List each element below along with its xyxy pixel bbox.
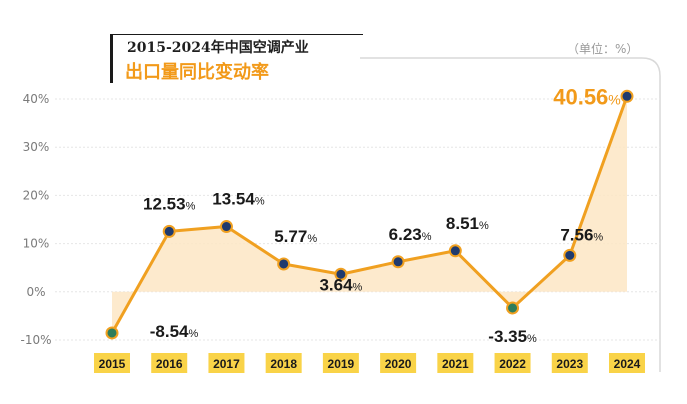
data-point: [448, 244, 462, 258]
data-label: 40.56%: [553, 84, 621, 109]
year-badge: [208, 353, 245, 373]
year-badge: [494, 353, 531, 373]
data-label: 5.77%: [274, 227, 317, 246]
y-tick-label: 40%: [23, 92, 50, 106]
chart-frame: [360, 57, 661, 372]
data-point: [620, 89, 634, 103]
data-point: [391, 255, 405, 269]
x-tick-label: 2016: [156, 357, 183, 371]
year-badge: [551, 353, 588, 373]
x-tick-label: 2022: [499, 357, 526, 371]
data-point: [105, 326, 119, 340]
year-badge: [94, 353, 130, 373]
y-tick-label: 0%: [26, 285, 45, 299]
year-badge: [265, 353, 302, 373]
data-label: 12.53%: [143, 194, 196, 213]
x-tick-label: 2017: [213, 357, 240, 371]
unit-label: （单位：%）: [567, 42, 639, 56]
year-badge: [322, 353, 359, 373]
area-fill: [112, 96, 627, 333]
data-label: 3.64%: [319, 275, 362, 294]
y-tick-label: 20%: [23, 188, 50, 202]
y-tick-label: 10%: [23, 237, 50, 251]
data-label: -3.35%: [488, 327, 537, 346]
year-badge: [151, 353, 188, 373]
data-point: [219, 220, 233, 234]
y-tick-label: 30%: [23, 140, 50, 154]
x-tick-label: 2015: [99, 357, 126, 371]
year-badge: [437, 353, 474, 373]
data-point: [506, 301, 520, 315]
data-label: 8.51%: [446, 214, 489, 233]
year-badge: [609, 353, 645, 373]
year-badge: [380, 353, 417, 373]
x-tick-label: 2024: [614, 357, 641, 371]
data-point: [334, 267, 348, 281]
chart-title-box: 2015-2024年中国空调产业 出口量同比变动率: [110, 34, 363, 83]
y-tick-label: -10%: [20, 333, 51, 347]
data-point: [563, 248, 577, 262]
chart-title-line1: 2015-2024年中国空调产业: [127, 40, 309, 56]
x-tick-label: 2021: [442, 357, 469, 371]
data-label: 7.56%: [560, 225, 603, 244]
chart-title-line2: 出口量同比变动率: [125, 62, 269, 83]
data-label: 6.23%: [389, 225, 432, 244]
data-label: 13.54%: [212, 190, 265, 209]
x-tick-label: 2018: [270, 357, 297, 371]
series-line: [110, 95, 629, 334]
data-label: -8.54%: [150, 322, 199, 341]
x-tick-label: 2019: [328, 357, 355, 371]
data-point: [162, 224, 176, 238]
data-point: [277, 257, 291, 271]
x-tick-label: 2023: [556, 357, 583, 371]
x-tick-label: 2020: [385, 357, 412, 371]
